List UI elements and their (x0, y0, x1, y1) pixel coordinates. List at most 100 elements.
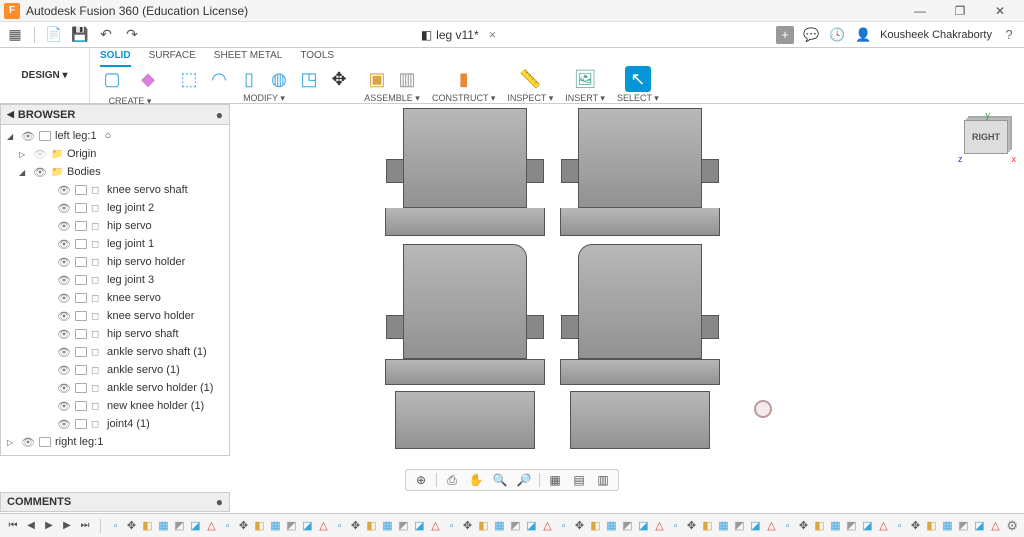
timeline-op[interactable]: △ (989, 519, 1002, 533)
timeline-op[interactable]: △ (317, 519, 330, 533)
timeline-op[interactable]: ▫ (557, 519, 570, 533)
measure-icon[interactable]: 📏 (517, 66, 543, 92)
timeline-op[interactable]: ▦ (941, 519, 954, 533)
model-right-leg[interactable] (560, 104, 720, 449)
timeline-prev[interactable]: ◀ (24, 519, 38, 533)
viewport-icon[interactable]: ▥ (594, 471, 612, 489)
new-tab-button[interactable]: + (776, 26, 794, 44)
insert-icon[interactable]: 🖼 (572, 66, 598, 92)
chat-icon[interactable]: 💬 (802, 26, 820, 44)
modify-label[interactable]: MODIFY ▾ (243, 93, 285, 104)
timeline-last[interactable]: ⏭ (78, 519, 92, 533)
timeline-op[interactable]: ▫ (333, 519, 346, 533)
save-icon[interactable]: 💾 (71, 26, 89, 44)
timeline-play[interactable]: ▶ (42, 519, 56, 533)
display-icon[interactable]: ▦ (546, 471, 564, 489)
timeline-op[interactable]: ◩ (733, 519, 746, 533)
fillet-icon[interactable]: ◠ (206, 66, 232, 92)
timeline-op[interactable]: ◪ (973, 519, 986, 533)
tree-right-leg[interactable]: ▷👁right leg:1 (1, 433, 229, 451)
timeline-op[interactable]: ◪ (413, 519, 426, 533)
timeline-op[interactable]: ◩ (509, 519, 522, 533)
minimize-button[interactable]: — (900, 0, 940, 22)
maximize-button[interactable]: ❐ (940, 0, 980, 22)
select-tool-icon[interactable]: ↖ (625, 66, 651, 92)
tree-body-item[interactable]: 👁◻leg joint 1 (1, 235, 229, 253)
tree-bodies-folder[interactable]: ◢👁📁Bodies (1, 163, 229, 181)
timeline-op[interactable]: ▫ (669, 519, 682, 533)
assemble-label[interactable]: ASSEMBLE ▾ (364, 93, 420, 104)
fit-icon[interactable]: 🔎 (515, 471, 533, 489)
browser-header[interactable]: ◀ BROWSER ● (1, 105, 229, 125)
timeline-op[interactable]: ▫ (109, 519, 122, 533)
origin-marker[interactable] (754, 400, 772, 418)
timeline-op[interactable]: ✥ (349, 519, 362, 533)
tree-body-item[interactable]: 👁◻leg joint 2 (1, 199, 229, 217)
timeline-op[interactable]: ◪ (637, 519, 650, 533)
timeline-op[interactable]: ◩ (173, 519, 186, 533)
timeline-first[interactable]: ⏮ (6, 519, 20, 533)
timeline-op[interactable]: △ (205, 519, 218, 533)
joint-icon[interactable]: ▣ (364, 66, 390, 92)
part-knee-servo-r[interactable] (578, 244, 702, 359)
insert-label[interactable]: INSERT ▾ (565, 93, 605, 104)
timeline-next[interactable]: ▶ (60, 519, 74, 533)
timeline-op[interactable]: ✥ (461, 519, 474, 533)
timeline-op[interactable]: ✥ (573, 519, 586, 533)
viewcube-face[interactable]: RIGHT (964, 120, 1008, 154)
part-bracket-2-r[interactable] (560, 359, 720, 385)
tree-body-item[interactable]: 👁◻hip servo holder (1, 253, 229, 271)
timeline-settings-icon[interactable]: ⚙ (1006, 518, 1018, 534)
tree-body-item[interactable]: 👁◻new knee holder (1) (1, 397, 229, 415)
timeline-op[interactable]: ◪ (301, 519, 314, 533)
timeline-op[interactable]: ✥ (685, 519, 698, 533)
timeline-op[interactable]: ▦ (493, 519, 506, 533)
timeline-op[interactable]: ◧ (477, 519, 490, 533)
timeline-op[interactable]: ◩ (285, 519, 298, 533)
browser-settings-icon[interactable]: ● (216, 108, 223, 122)
part-knee-servo[interactable] (403, 244, 527, 359)
create-form-icon[interactable]: ◆ (132, 63, 164, 95)
timeline-op[interactable]: ◧ (141, 519, 154, 533)
tree-body[interactable]: ▷👁body:1 (1, 451, 229, 455)
orbit-icon[interactable]: ⊕ (412, 471, 430, 489)
undo-icon[interactable]: ↶ (97, 26, 115, 44)
timeline-op[interactable]: ◪ (749, 519, 762, 533)
timeline-op[interactable]: △ (765, 519, 778, 533)
comments-settings-icon[interactable]: ● (216, 495, 223, 509)
part-hip-servo-r[interactable] (578, 108, 702, 208)
help-icon[interactable]: ? (1000, 26, 1018, 44)
box-tool-icon[interactable]: ▢ (96, 63, 128, 95)
tree-body-item[interactable]: 👁◻leg joint 3 (1, 271, 229, 289)
timeline-op[interactable]: ◪ (189, 519, 202, 533)
part-bracket-1-r[interactable] (560, 208, 720, 236)
timeline-op[interactable]: ◧ (701, 519, 714, 533)
timeline-op[interactable]: ◩ (397, 519, 410, 533)
timeline-op[interactable]: ◧ (253, 519, 266, 533)
timeline-op[interactable]: ▦ (605, 519, 618, 533)
tree-body-item[interactable]: 👁◻knee servo shaft (1, 181, 229, 199)
timeline-op[interactable]: △ (541, 519, 554, 533)
timeline-op[interactable]: ▦ (157, 519, 170, 533)
comments-panel[interactable]: COMMENTS ● (0, 492, 230, 512)
revolve-icon[interactable]: ◍ (266, 66, 292, 92)
grid-display-icon[interactable]: ▤ (570, 471, 588, 489)
part-ankle-servo-r[interactable] (570, 391, 710, 449)
timeline-op[interactable]: ◩ (845, 519, 858, 533)
redo-icon[interactable]: ↷ (123, 26, 141, 44)
tree-body-item[interactable]: 👁◻knee servo (1, 289, 229, 307)
timeline-op[interactable]: ▫ (893, 519, 906, 533)
timeline-op[interactable]: ◩ (621, 519, 634, 533)
timeline-op[interactable]: ◧ (589, 519, 602, 533)
timeline-op[interactable]: △ (653, 519, 666, 533)
tab-tools[interactable]: TOOLS (300, 50, 334, 67)
construct-label[interactable]: CONSTRUCT ▾ (432, 93, 495, 104)
presspull-icon[interactable]: ⬚ (176, 66, 202, 92)
tree-body-item[interactable]: 👁◻knee servo holder (1, 307, 229, 325)
timeline-op[interactable]: ✥ (909, 519, 922, 533)
tree-body-item[interactable]: 👁◻joint4 (1) (1, 415, 229, 433)
model-left-leg[interactable] (385, 104, 545, 449)
timeline-op[interactable]: ▫ (221, 519, 234, 533)
part-ankle-servo[interactable] (395, 391, 535, 449)
part-hip-servo[interactable] (403, 108, 527, 208)
